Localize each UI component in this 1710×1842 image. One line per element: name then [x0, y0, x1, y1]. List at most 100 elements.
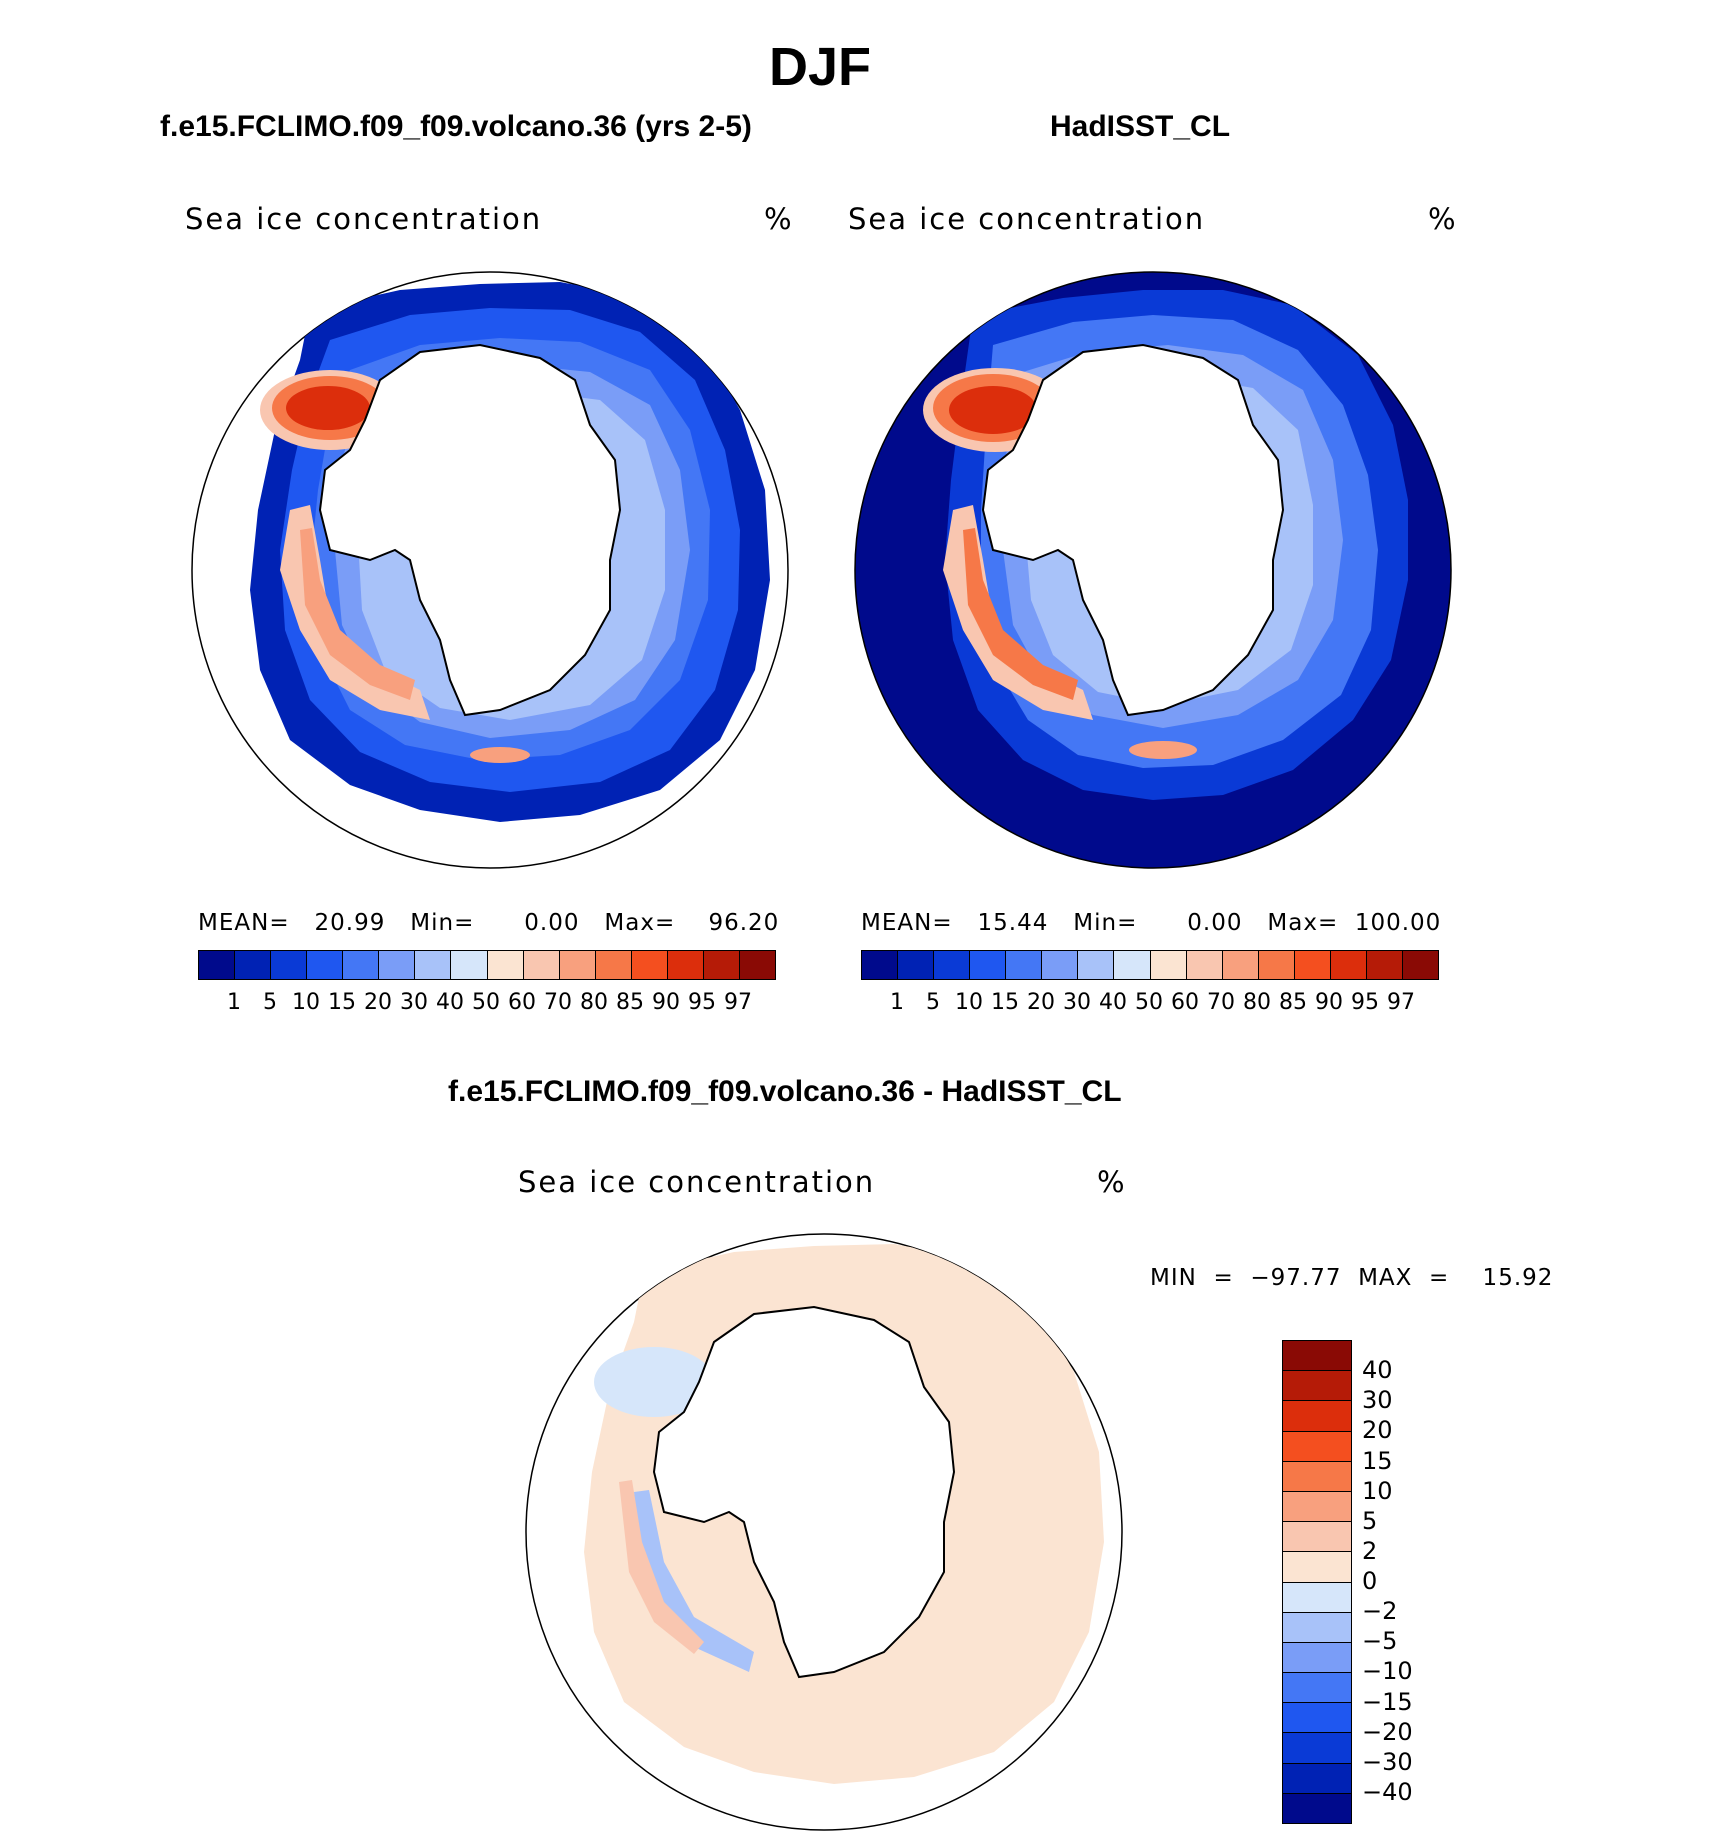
colorbar-swatch	[1150, 951, 1187, 979]
obs-ice-field	[923, 290, 1408, 800]
colorbar-tick-label: 15	[328, 990, 356, 1015]
model-colorbar-labels: 1 5 10 15 20 30 40 50 60 70 80 85 90 95 97	[198, 990, 774, 1020]
colorbar-swatch	[970, 951, 1007, 979]
model-variable-label: Sea ice concentration	[185, 202, 543, 236]
colorbar-tick-label: 2	[1362, 1536, 1378, 1565]
colorbar-swatch	[451, 951, 488, 979]
colorbar-swatch	[1283, 1793, 1351, 1823]
diff-variable-label: Sea ice concentration	[518, 1165, 876, 1199]
colorbar-swatch	[1283, 1673, 1351, 1704]
colorbar-swatch	[1283, 1401, 1351, 1432]
colorbar-tick-label: 30	[1063, 990, 1091, 1015]
colorbar-tick-label: 5	[263, 990, 277, 1015]
colorbar-swatch	[1042, 951, 1079, 979]
colorbar-swatch	[1283, 1461, 1351, 1492]
colorbar-swatch	[1283, 1703, 1351, 1734]
obs-stats: MEAN= 15.44 Min= 0.00 Max= 100.00	[861, 910, 1442, 936]
colorbar-tick-label: −5	[1362, 1627, 1398, 1656]
colorbar-swatch	[1283, 1642, 1351, 1674]
colorbar-swatch	[523, 951, 560, 979]
colorbar-swatch	[898, 951, 935, 979]
colorbar-swatch	[1294, 951, 1331, 979]
colorbar-tick-label: −15	[1362, 1687, 1413, 1716]
colorbar-swatch	[1366, 951, 1403, 979]
colorbar-swatch	[559, 951, 596, 979]
diff-panel-title: f.e15.FCLIMO.f09_f09.volcano.36 - HadISS…	[448, 1075, 1122, 1108]
colorbar-swatch	[631, 951, 668, 979]
colorbar-swatch	[199, 951, 236, 979]
colorbar-tick-label: 60	[508, 990, 536, 1015]
colorbar-tick-label: 85	[1279, 990, 1307, 1015]
colorbar-tick-label: 70	[544, 990, 572, 1015]
colorbar-swatch	[379, 951, 416, 979]
obs-variable-label: Sea ice concentration	[848, 202, 1206, 236]
colorbar-swatch	[1283, 1733, 1351, 1764]
page-title: DJF	[768, 37, 871, 97]
colorbar-tick-label: 30	[400, 990, 428, 1015]
colorbar-tick-label: 5	[1362, 1506, 1378, 1535]
colorbar-swatch	[1283, 1612, 1351, 1643]
colorbar-tick-label: 30	[1362, 1386, 1393, 1415]
colorbar-tick-label: 1	[227, 990, 241, 1015]
colorbar-tick-label: 95	[688, 990, 716, 1015]
colorbar-swatch	[487, 951, 524, 979]
obs-panel-title: HadISST_CL	[1050, 110, 1231, 143]
model-ice-field	[250, 282, 770, 822]
colorbar-swatch	[1078, 951, 1115, 979]
colorbar-swatch	[1283, 1552, 1351, 1583]
colorbar-tick-label: 20	[364, 990, 392, 1015]
colorbar-tick-label: 20	[1027, 990, 1055, 1015]
colorbar-swatch	[343, 951, 380, 979]
colorbar-swatch	[307, 951, 344, 979]
colorbar-tick-label: 97	[1387, 990, 1415, 1015]
colorbar-tick-label: −40	[1362, 1777, 1413, 1806]
diff-colorbar-labels: 40 30 20 15 10 5 2 0 −2 −5 −10 −15 −20 −30 −40	[1362, 1340, 1442, 1822]
model-colorbar	[198, 950, 776, 980]
colorbar-tick-label: 40	[1362, 1356, 1393, 1385]
colorbar-tick-label: 20	[1362, 1416, 1393, 1445]
colorbar-tick-label: −2	[1362, 1597, 1398, 1626]
colorbar-swatch	[1186, 951, 1223, 979]
colorbar-tick-label: 5	[926, 990, 940, 1015]
colorbar-swatch	[1006, 951, 1043, 979]
colorbar-swatch	[1330, 951, 1367, 979]
colorbar-swatch	[1283, 1371, 1351, 1402]
diff-colorbar	[1282, 1340, 1352, 1824]
colorbar-swatch	[1283, 1431, 1351, 1462]
model-map	[191, 271, 789, 869]
colorbar-tick-label: 10	[1362, 1476, 1393, 1505]
colorbar-tick-label: 1	[890, 990, 904, 1015]
colorbar-tick-label: 0	[1362, 1567, 1378, 1595]
colorbar-tick-label: −20	[1362, 1717, 1413, 1746]
colorbar-swatch	[271, 951, 308, 979]
colorbar-swatch	[1114, 951, 1151, 979]
colorbar-tick-label: 80	[580, 990, 608, 1015]
colorbar-swatch	[1283, 1522, 1351, 1553]
model-panel-title: f.e15.FCLIMO.f09_f09.volcano.36 (yrs 2-5…	[160, 110, 752, 143]
colorbar-swatch	[1283, 1763, 1351, 1794]
colorbar-tick-label: 10	[292, 990, 320, 1015]
colorbar-swatch	[1258, 951, 1295, 979]
colorbar-swatch	[595, 951, 632, 979]
colorbar-swatch	[739, 951, 775, 979]
colorbar-swatch	[1222, 951, 1259, 979]
colorbar-tick-label: 90	[652, 990, 680, 1015]
colorbar-tick-label: 60	[1171, 990, 1199, 1015]
colorbar-swatch	[1402, 951, 1438, 979]
obs-units-label: %	[1428, 202, 1456, 236]
obs-colorbar	[861, 950, 1439, 980]
colorbar-swatch	[667, 951, 704, 979]
colorbar-swatch	[703, 951, 740, 979]
colorbar-swatch	[862, 951, 899, 979]
colorbar-tick-label: 15	[991, 990, 1019, 1015]
colorbar-tick-label: 95	[1351, 990, 1379, 1015]
colorbar-tick-label: 40	[436, 990, 464, 1015]
colorbar-tick-label: 85	[616, 990, 644, 1015]
diff-units-label: %	[1097, 1165, 1125, 1199]
colorbar-tick-label: 80	[1243, 990, 1271, 1015]
colorbar-swatch	[1283, 1341, 1351, 1372]
colorbar-tick-label: 90	[1315, 990, 1343, 1015]
colorbar-swatch	[1283, 1491, 1351, 1523]
obs-colorbar-labels: 1 5 10 15 20 30 40 50 60 70 80 85 90 95 97	[861, 990, 1437, 1020]
colorbar-tick-label: 97	[724, 990, 752, 1015]
